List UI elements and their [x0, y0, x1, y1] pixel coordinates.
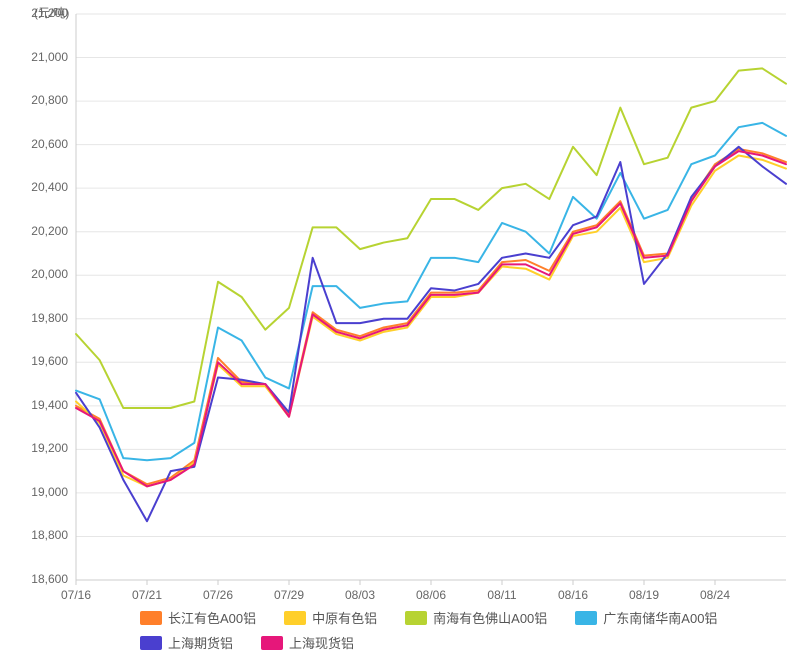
legend-item[interactable]: 中原有色铝 — [284, 608, 377, 627]
legend-label: 上海现货铝 — [289, 633, 354, 652]
legend-swatch — [405, 611, 427, 625]
y-tick-label: 19,800 — [31, 311, 68, 325]
legend-swatch — [261, 636, 283, 650]
legend: 长江有色A00铝 中原有色铝 南海有色佛山A00铝 广东南储华南A00铝上海期货铝 上海… — [0, 608, 798, 652]
y-tick-label: 21,000 — [31, 50, 68, 64]
legend-item[interactable]: 上海现货铝 — [261, 633, 354, 652]
legend-label: 广东南储华南A00铝 — [603, 608, 717, 627]
series-line — [76, 156, 786, 487]
x-tick-label: 08/16 — [558, 588, 588, 602]
y-tick-label: 20,400 — [31, 180, 68, 194]
y-tick-label: 19,600 — [31, 354, 68, 368]
x-tick-label: 07/16 — [61, 588, 91, 602]
y-tick-label: 20,800 — [31, 93, 68, 107]
x-tick-label: 08/03 — [345, 588, 375, 602]
legend-swatch — [140, 636, 162, 650]
y-tick-label: 20,200 — [31, 224, 68, 238]
y-tick-label: 20,000 — [31, 267, 68, 281]
x-tick-label: 08/19 — [629, 588, 659, 602]
x-tick-label: 08/06 — [416, 588, 446, 602]
y-tick-label: 21,200 — [31, 6, 68, 20]
y-tick-label: 19,400 — [31, 398, 68, 412]
legend-label: 长江有色A00铝 — [168, 608, 256, 627]
legend-swatch — [575, 611, 597, 625]
chart-svg — [0, 0, 798, 670]
x-tick-label: 07/21 — [132, 588, 162, 602]
legend-label: 上海期货铝 — [168, 633, 233, 652]
legend-label: 南海有色佛山A00铝 — [433, 608, 547, 627]
series-line — [76, 147, 786, 521]
legend-swatch — [284, 611, 306, 625]
x-tick-label: 08/24 — [700, 588, 730, 602]
y-tick-label: 20,600 — [31, 137, 68, 151]
y-tick-label: 18,800 — [31, 528, 68, 542]
y-tick-label: 19,200 — [31, 441, 68, 455]
price-line-chart: (元/吨) 18,60018,80019,00019,20019,40019,6… — [0, 0, 798, 670]
x-tick-label: 07/29 — [274, 588, 304, 602]
y-tick-label: 19,000 — [31, 485, 68, 499]
series-line — [76, 68, 786, 408]
legend-item[interactable]: 上海期货铝 — [140, 633, 233, 652]
legend-item[interactable]: 广东南储华南A00铝 — [575, 608, 717, 627]
x-tick-label: 08/11 — [487, 588, 516, 602]
y-tick-label: 18,600 — [31, 572, 68, 586]
legend-label: 中原有色铝 — [312, 608, 377, 627]
legend-swatch — [140, 611, 162, 625]
legend-item[interactable]: 长江有色A00铝 — [140, 608, 256, 627]
series-line — [76, 123, 786, 460]
x-tick-label: 07/26 — [203, 588, 233, 602]
legend-item[interactable]: 南海有色佛山A00铝 — [405, 608, 547, 627]
